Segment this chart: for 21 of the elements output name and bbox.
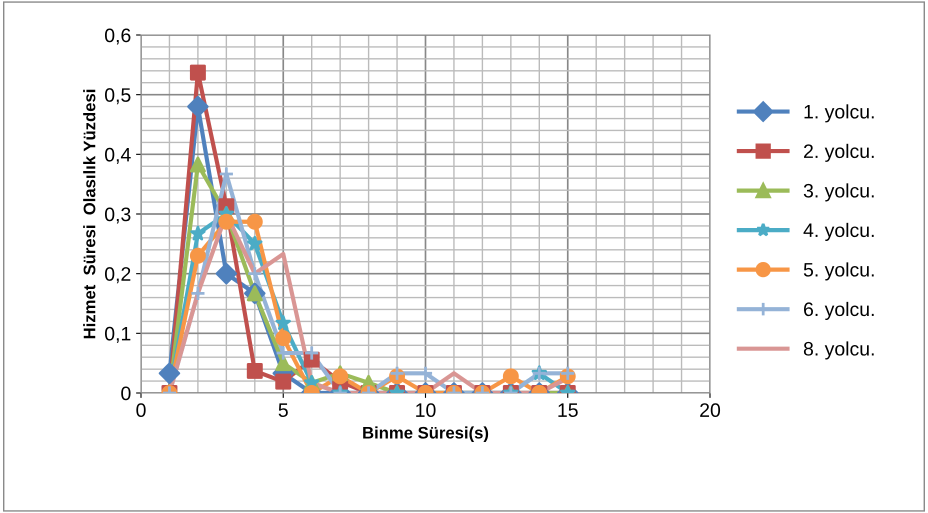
legend-label: 6. yolcu.: [804, 302, 874, 320]
legend-label: 4. yolcu.: [803, 222, 874, 241]
x-tick-label: 15: [558, 403, 578, 418]
legend-label: 3. yolcu.: [804, 183, 874, 202]
legend-label: 8. yolcu.: [804, 341, 874, 360]
y-tick-label: 0,1: [105, 326, 130, 343]
y-axis-title: Hizmet Süresi Olasılık Yüzdesi: [83, 90, 96, 338]
y-tick-label: 0,3: [105, 207, 130, 224]
x-tick-label: 0: [136, 403, 146, 418]
y-tick-label: 0,6: [105, 28, 130, 45]
y-tick-label: 0: [121, 386, 131, 400]
x-axis-title: Binme Süresi(s): [363, 426, 488, 442]
x-tick-label: 5: [278, 403, 288, 418]
x-tick-label: 10: [416, 403, 436, 418]
legend-label: 1. yolcu.: [804, 104, 874, 122]
legend-label: 5. yolcu.: [804, 262, 874, 280]
legend-label: 2. yolcu.: [804, 144, 874, 162]
y-tick-label: 0,5: [105, 88, 130, 104]
y-tick-label: 0,2: [105, 267, 130, 284]
y-tick-label: 0,4: [105, 148, 131, 164]
x-tick-label: 20: [700, 403, 720, 418]
